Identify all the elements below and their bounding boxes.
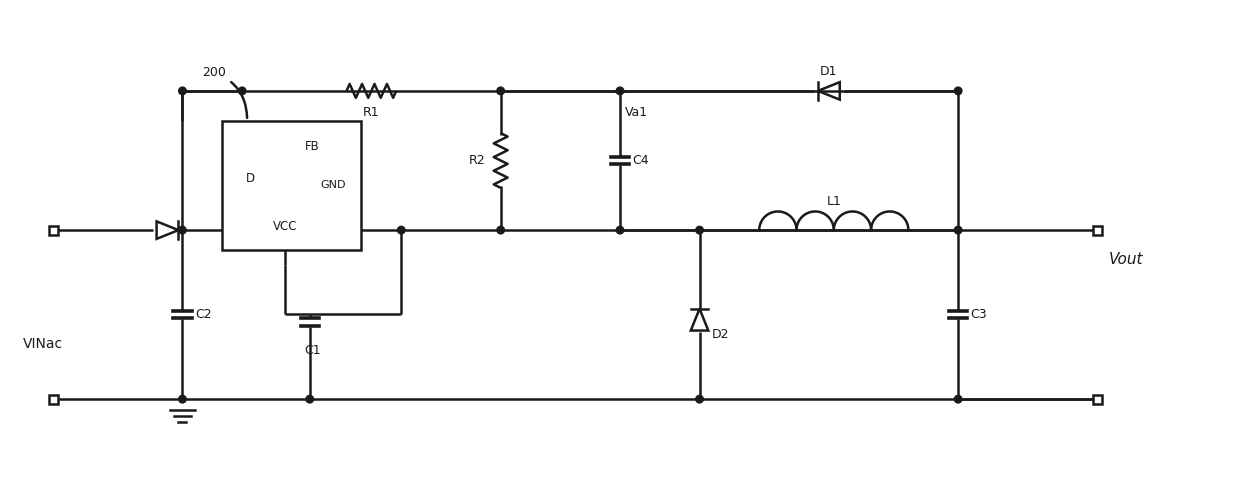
Text: FB: FB — [305, 140, 320, 153]
Text: D1: D1 — [820, 65, 837, 78]
Circle shape — [179, 226, 186, 234]
Circle shape — [497, 87, 505, 94]
Circle shape — [398, 226, 405, 234]
Circle shape — [616, 226, 624, 234]
Circle shape — [955, 226, 962, 234]
Text: D: D — [246, 172, 254, 186]
Text: GND: GND — [321, 180, 346, 190]
Circle shape — [955, 396, 962, 403]
Circle shape — [696, 396, 703, 403]
Circle shape — [179, 87, 186, 94]
Circle shape — [238, 87, 246, 94]
Bar — [1092, 226, 1102, 234]
Circle shape — [616, 87, 624, 94]
Text: VCC: VCC — [273, 220, 298, 233]
Bar — [222, 120, 361, 250]
Text: 200: 200 — [202, 66, 247, 118]
Text: C1: C1 — [304, 344, 321, 357]
Text: R1: R1 — [363, 106, 379, 119]
Text: C4: C4 — [632, 154, 649, 167]
Bar — [1092, 394, 1102, 404]
Text: VINac: VINac — [24, 338, 63, 351]
Text: Va1: Va1 — [625, 106, 649, 119]
Text: C2: C2 — [196, 308, 212, 321]
Text: L1: L1 — [826, 195, 841, 208]
Circle shape — [955, 87, 962, 94]
Circle shape — [696, 226, 703, 234]
Text: D2: D2 — [712, 328, 729, 341]
Text: C3: C3 — [970, 308, 987, 321]
Circle shape — [306, 396, 314, 403]
Circle shape — [497, 226, 505, 234]
Bar — [48, 394, 57, 404]
Text: Vout: Vout — [1110, 252, 1143, 268]
Text: R2: R2 — [469, 154, 486, 167]
Bar — [48, 226, 57, 234]
Circle shape — [179, 396, 186, 403]
